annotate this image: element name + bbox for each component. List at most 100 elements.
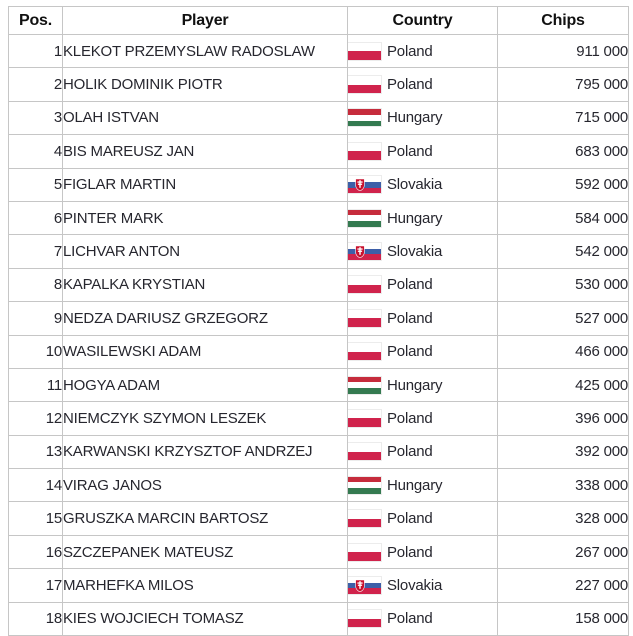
table-row: 18 KIES WOJCIECH TOMASZ Poland 158 000 [8,601,629,636]
chips-cell: 158 000 [497,601,629,636]
table-row: 11 HOGYA ADAM Hungary 425 000 [8,367,629,403]
header-player: Player [62,6,348,35]
country-flag-pl-icon [348,610,381,628]
country-cell: Poland [347,33,498,69]
player-name-cell: FIGLAR MARTIN [62,167,348,202]
table-row: 9 NEDZA DARIUSZ GRZEGORZ Poland 527 000 [8,301,629,336]
position-cell: 15 [8,501,63,536]
country-flag-hu-icon [348,376,381,394]
country-cell: Poland [347,267,498,303]
chips-cell: 715 000 [497,100,629,136]
player-name-cell: HOLIK DOMINIK PIOTR [62,67,348,102]
slovakia-crest-icon [355,579,365,592]
player-name-cell: VIRAG JANOS [62,468,348,503]
country-cell: Poland [347,401,498,436]
chips-cell: 530 000 [497,267,629,303]
position-cell: 6 [8,200,63,236]
country-cell: Poland [347,134,498,169]
chips-cell: 584 000 [497,200,629,236]
chips-cell: 592 000 [497,167,629,202]
slovakia-crest-icon [355,246,365,259]
header-row: Pos. Player Country Chips [8,6,629,35]
country-flag-pl-icon [348,543,381,561]
chips-cell: 338 000 [497,468,629,503]
country-flag-pl-icon [348,42,381,60]
chips-cell: 267 000 [497,534,629,570]
player-name-cell: LICHVAR ANTON [62,234,348,269]
country-cell: Poland [347,534,498,570]
country-cell: Hungary [347,200,498,236]
header-pos: Pos. [8,6,63,35]
country-name-label: Hungary [387,209,443,227]
country-name-label: Poland [387,543,433,561]
table-row: 6 PINTER MARK Hungary 584 000 [8,200,629,236]
country-flag-pl-icon [348,76,381,94]
country-flag-hu-icon [348,476,381,494]
player-name-cell: GRUSZKA MARCIN BARTOSZ [62,501,348,536]
country-name-label: Poland [387,276,433,294]
player-name-cell: MARHEFKA MILOS [62,568,348,603]
header-country: Country [347,6,498,35]
country-cell: Slovakia [347,568,498,603]
player-name-cell: PINTER MARK [62,200,348,236]
position-cell: 12 [8,401,63,436]
table-body: 1 KLEKOT PRZEMYSLAW RADOSLAW Poland 911 … [8,33,629,636]
player-name-cell: NEDZA DARIUSZ GRZEGORZ [62,301,348,336]
country-name-label: Poland [387,443,433,461]
position-cell: 11 [8,367,63,403]
country-cell: Poland [347,301,498,336]
table-row: 13 KARWANSKI KRZYSZTOF ANDRZEJ Poland 39… [8,434,629,470]
country-name-label: Hungary [387,109,443,127]
country-flag-sk-icon [348,576,381,594]
country-flag-pl-icon [348,142,381,160]
country-cell: Poland [347,434,498,470]
player-name-cell: KARWANSKI KRZYSZTOF ANDRZEJ [62,434,348,470]
position-cell: 16 [8,534,63,570]
country-name-label: Poland [387,309,433,327]
table-row: 3 OLAH ISTVAN Hungary 715 000 [8,100,629,136]
position-cell: 8 [8,267,63,303]
country-cell: Slovakia [347,167,498,202]
position-cell: 4 [8,134,63,169]
country-flag-sk-icon [348,243,381,261]
position-cell: 10 [8,334,63,369]
country-name-label: Poland [387,343,433,361]
table-row: 2 HOLIK DOMINIK PIOTR Poland 795 000 [8,67,629,102]
country-cell: Hungary [347,100,498,136]
country-flag-pl-icon [348,309,381,327]
country-cell: Poland [347,67,498,102]
position-cell: 18 [8,601,63,636]
country-cell: Hungary [347,468,498,503]
position-cell: 9 [8,301,63,336]
country-name-label: Slovakia [387,243,443,261]
position-cell: 13 [8,434,63,470]
country-name-label: Poland [387,76,433,94]
country-cell: Poland [347,501,498,536]
table-header: Pos. Player Country Chips [8,6,629,35]
player-name-cell: BIS MAREUSZ JAN [62,134,348,169]
table-row: 1 KLEKOT PRZEMYSLAW RADOSLAW Poland 911 … [8,33,629,69]
country-name-label: Slovakia [387,176,443,194]
chips-cell: 466 000 [497,334,629,369]
position-cell: 5 [8,167,63,202]
standings-table-container: Pos. Player Country Chips 1 KLEKOT PRZEM… [8,6,629,636]
player-name-cell: NIEMCZYK SZYMON LESZEK [62,401,348,436]
header-chips: Chips [497,6,629,35]
table-row: 17 MARHEFKA MILOS Slovakia 227 000 [8,568,629,603]
table-row: 10 WASILEWSKI ADAM Poland 466 000 [8,334,629,369]
country-flag-hu-icon [348,209,381,227]
country-name-label: Poland [387,510,433,528]
country-name-label: Poland [387,409,433,427]
country-name-label: Hungary [387,476,443,494]
country-name-label: Poland [387,610,433,628]
country-cell: Slovakia [347,234,498,269]
country-cell: Hungary [347,367,498,403]
position-cell: 2 [8,67,63,102]
position-cell: 14 [8,468,63,503]
chips-cell: 328 000 [497,501,629,536]
table-row: 16 SZCZEPANEK MATEUSZ Poland 267 000 [8,534,629,570]
position-cell: 3 [8,100,63,136]
position-cell: 17 [8,568,63,603]
country-name-label: Poland [387,42,433,60]
chips-cell: 227 000 [497,568,629,603]
